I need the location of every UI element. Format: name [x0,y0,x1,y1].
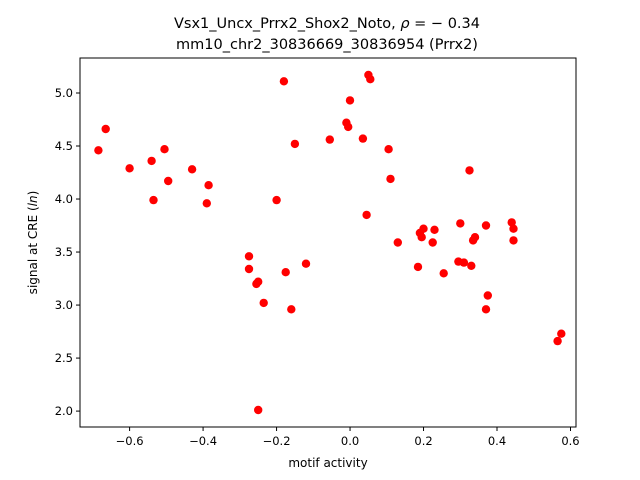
data-point-9 [202,199,211,208]
x-axis-ticks: −0.6 −0.4 −0.2 0.0 0.2 0.4 0.6 [116,427,580,448]
data-point-17 [279,77,289,86]
y-tick-label-3: 3.5 [55,245,73,259]
data-point-35 [417,233,426,242]
data-point-50 [507,218,516,227]
data-point-39 [439,269,448,278]
data-point-32 [393,238,402,247]
data-point-4 [149,195,158,205]
data-point-16 [272,195,281,205]
data-point-2 [125,164,134,173]
data-point-7 [187,165,197,174]
y-axis-label-prefix: signal at CRE ( [26,206,40,294]
y-axis-label-italic: ln [26,195,40,206]
data-point-31 [386,174,395,184]
x-axis-label: motif activity [288,456,367,470]
data-point-46 [470,233,480,242]
data-point-44 [467,261,476,270]
data-point-27 [362,210,371,220]
data-point-41 [456,219,465,228]
data-point-6 [164,176,173,186]
data-point-22 [325,135,334,144]
data-point-47 [481,221,491,230]
data-point-33 [413,262,423,272]
data-point-15 [254,405,263,415]
x-tick-label-1: −0.4 [189,434,217,448]
plot-frame [79,57,577,428]
data-point-38 [430,225,439,234]
data-point-21 [301,259,311,268]
data-point-11 [244,264,254,274]
y-axis-ticks: 2.0 2.5 3.0 3.5 4.0 4.5 5.0 [55,86,80,418]
x-tick-label-5: 0.4 [488,434,506,448]
chart-title-rho-value: = − 0.34 [410,16,480,32]
x-tick-label-6: 0.6 [561,434,579,448]
data-point-42 [459,258,469,267]
data-point-37 [428,238,437,247]
chart-title-line1: Vsx1_Uncx_Prrx2_Shox2_Noto, ρ = − 0.34 [174,16,480,32]
data-point-43 [465,166,474,175]
data-point-26 [358,134,368,143]
data-point-36 [419,224,428,233]
data-point-1 [101,124,110,134]
x-tick-label-2: −0.2 [263,434,291,448]
data-point-10 [244,252,254,261]
data-point-24 [344,122,353,132]
data-point-29 [366,75,375,84]
data-point-5 [160,145,169,154]
y-tick-label-6: 5.0 [55,86,73,100]
data-point-0 [94,146,103,155]
data-point-19 [287,305,296,314]
data-point-18 [281,268,290,277]
y-tick-label-4: 4.0 [55,192,73,206]
data-point-48 [481,305,491,314]
data-point-8 [204,181,213,190]
data-point-13 [254,277,263,286]
data-point-53 [553,336,562,346]
data-points [94,70,566,415]
y-axis-label: signal at CRE (ln) [26,191,40,295]
data-point-54 [557,329,566,338]
data-point-25 [345,96,355,105]
x-tick-label-3: 0.0 [341,434,359,448]
y-axis-label-suffix: ) [26,191,40,196]
data-point-20 [290,139,300,149]
data-point-52 [509,236,518,245]
y-tick-label-0: 2.0 [55,404,73,418]
chart-title-rho-symbol: ρ [400,16,410,32]
x-tick-label-4: 0.2 [414,434,432,448]
data-point-3 [147,156,156,166]
y-tick-label-5: 4.5 [55,139,73,153]
data-point-14 [259,298,268,308]
x-tick-label-0: −0.6 [116,434,144,448]
chart-title-line2: mm10_chr2_30836669_30836954 (Prrx2) [176,37,478,53]
data-point-30 [384,145,393,154]
y-tick-label-2: 3.0 [55,298,73,312]
data-point-49 [483,291,492,300]
data-point-51 [509,224,518,233]
y-tick-label-1: 2.5 [55,351,73,365]
chart-title-prefix: Vsx1_Uncx_Prrx2_Shox2_Noto, [174,16,400,32]
